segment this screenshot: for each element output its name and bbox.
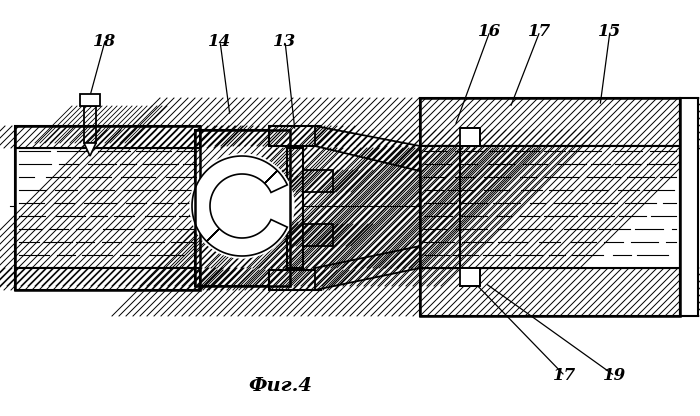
Bar xyxy=(420,146,680,268)
Text: 19: 19 xyxy=(603,367,626,384)
Polygon shape xyxy=(315,126,420,171)
Text: 18: 18 xyxy=(93,32,117,50)
Text: 17: 17 xyxy=(554,367,577,384)
Polygon shape xyxy=(192,156,287,256)
Bar xyxy=(15,148,200,268)
Bar xyxy=(680,98,698,316)
Text: 16: 16 xyxy=(478,22,502,40)
Text: Фиг.4: Фиг.4 xyxy=(248,377,312,395)
Text: 13: 13 xyxy=(274,32,297,50)
Bar xyxy=(15,126,200,290)
Bar xyxy=(195,130,290,286)
Bar xyxy=(420,98,680,146)
Bar xyxy=(420,98,680,316)
Bar xyxy=(420,146,460,268)
Polygon shape xyxy=(315,246,420,290)
Bar xyxy=(269,270,321,290)
Bar xyxy=(15,126,200,148)
Polygon shape xyxy=(84,143,96,156)
Bar xyxy=(15,268,200,290)
Text: 17: 17 xyxy=(528,22,552,40)
Bar xyxy=(420,268,680,316)
Bar xyxy=(251,222,269,240)
Bar xyxy=(80,94,100,106)
Text: 14: 14 xyxy=(209,32,232,50)
Bar xyxy=(460,128,480,146)
Bar xyxy=(303,224,333,246)
Bar xyxy=(15,268,200,290)
Circle shape xyxy=(190,154,294,258)
Bar xyxy=(269,126,321,146)
Bar xyxy=(287,148,303,268)
Text: 15: 15 xyxy=(598,22,622,40)
Bar xyxy=(251,176,269,194)
Bar xyxy=(303,170,333,192)
Bar xyxy=(15,126,200,148)
Bar xyxy=(195,130,290,286)
Bar xyxy=(84,106,96,143)
Bar xyxy=(460,268,480,286)
